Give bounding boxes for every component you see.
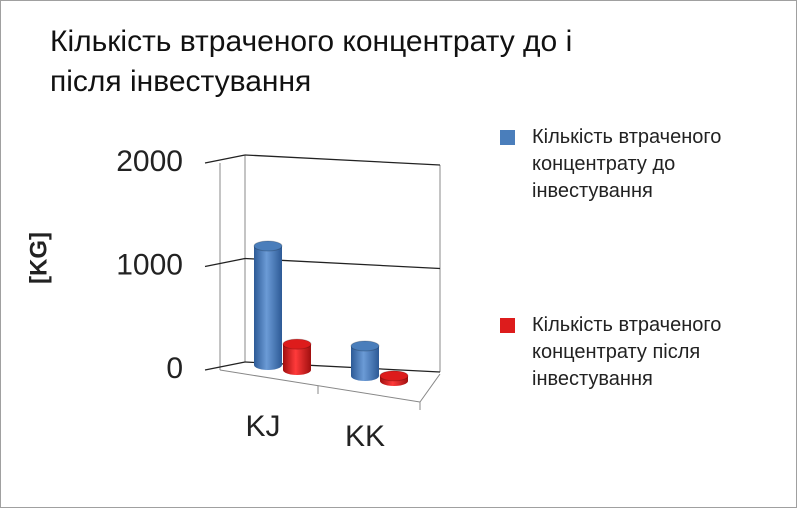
legend-label: Кількість втраченого концентрату до інве…	[532, 126, 722, 202]
y-tick-label: 0	[166, 352, 183, 385]
grid-line	[204, 361, 246, 371]
chart-title: Кількість втраченого концентрату до і пі…	[50, 25, 573, 98]
y-tick-label: 2000	[116, 145, 183, 178]
x-tick-label: KJ	[245, 410, 280, 443]
legend-swatch	[500, 130, 515, 145]
y-tick-label: 1000	[116, 248, 183, 281]
grid-line	[204, 257, 246, 268]
floor-edge	[219, 369, 421, 403]
cylinder-top	[379, 370, 409, 382]
grid-line	[244, 154, 441, 166]
cylinder-top	[350, 340, 380, 352]
cylinder-top	[253, 240, 283, 252]
grid-line	[204, 154, 246, 164]
y-axis-label: [KG]	[25, 232, 52, 284]
legend-label: Кількість втраченого концентрату після і…	[532, 314, 722, 390]
cylinder-top	[282, 338, 312, 350]
bar	[254, 245, 282, 365]
floor-edge	[419, 373, 441, 403]
bar	[351, 345, 379, 376]
legend-swatch	[500, 318, 515, 333]
x-tick-label: KK	[345, 420, 385, 453]
